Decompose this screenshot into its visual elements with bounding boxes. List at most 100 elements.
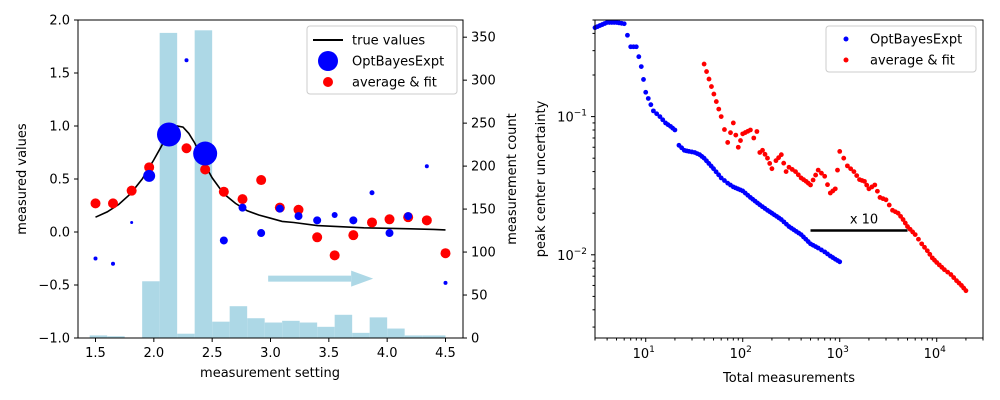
data-point (711, 91, 717, 97)
data-point (948, 272, 954, 277)
histogram-bar (317, 326, 335, 338)
optbayes-point (349, 216, 358, 225)
data-point (751, 135, 757, 141)
optbayes-point (219, 236, 228, 245)
right-x-axis-label: Total measurements (722, 371, 855, 386)
data-point (837, 148, 843, 154)
data-point (883, 197, 889, 203)
optbayes-point (369, 190, 375, 196)
data-point (844, 163, 850, 169)
series-average-fit (701, 61, 969, 294)
average-fit-points (90, 125, 451, 261)
left-x-axis-label: measurement setting (200, 366, 340, 381)
data-point (841, 155, 847, 161)
optbayes-point (193, 141, 218, 166)
average-point (181, 143, 192, 154)
data-point (813, 172, 819, 178)
true-values-curve (95, 125, 446, 231)
data-point (963, 288, 969, 294)
data-point (808, 182, 813, 188)
histogram-bar (89, 335, 108, 338)
y-tick-label: 0.0 (49, 226, 70, 241)
y2-tick-label: 50 (471, 289, 488, 304)
optbayes-point (294, 212, 303, 221)
right-x-ticks: 101 102 103 104 (594, 338, 984, 362)
data-point (795, 172, 801, 178)
y-tick-label: 1.5 (49, 67, 70, 82)
data-point (716, 106, 722, 112)
data-point (621, 21, 627, 27)
left-y-ticks: −1.0 −0.5 0.0 0.5 1.0 1.5 2.0 (38, 14, 78, 347)
data-point (854, 173, 860, 178)
histogram-bar (159, 32, 178, 338)
optbayes-point (184, 58, 189, 63)
y-tick-label: 10−1 (557, 109, 587, 126)
average-point (256, 175, 267, 186)
arrow-head (351, 270, 374, 287)
histogram-bar (299, 322, 318, 338)
optbayes-point (443, 280, 448, 285)
legend-average-label: average & fit (870, 54, 955, 69)
data-point (738, 138, 743, 143)
optbayes-point (275, 204, 284, 213)
histogram-bar (212, 321, 230, 338)
data-point (654, 111, 660, 117)
histogram-bar (422, 335, 446, 338)
data-point (636, 54, 642, 60)
data-point (900, 217, 906, 222)
average-point (312, 232, 323, 243)
data-point (922, 244, 927, 250)
optbayes-point (93, 256, 98, 261)
data-point (657, 114, 663, 119)
legend-optbayes-marker (843, 36, 849, 42)
y-tick-label: 10−2 (557, 247, 587, 264)
legend-optbayes-label: OptBayesExpt (870, 33, 962, 48)
average-point (367, 217, 377, 228)
left-legend: true values OptBayesExpt average & fit (306, 25, 458, 95)
optbayes-point (111, 261, 115, 266)
y-tick-label: 1.0 (49, 120, 70, 135)
left-legend-box (306, 25, 458, 95)
data-point (912, 232, 918, 238)
legend-average-marker (323, 77, 333, 87)
data-point (778, 152, 784, 158)
histogram-bar (264, 322, 283, 338)
x-tick-label: 104 (924, 345, 947, 362)
legend-average-marker (843, 57, 849, 63)
data-point (851, 169, 857, 174)
optbayes-point (424, 164, 429, 169)
y-tick-label: −0.5 (38, 279, 70, 294)
x-tick-label: 4.5 (435, 346, 456, 361)
average-point (440, 248, 451, 259)
average-point (348, 230, 359, 241)
x-tick-label: 103 (827, 345, 849, 362)
data-point (886, 202, 892, 208)
histogram-bar (247, 318, 265, 338)
data-point (781, 160, 787, 166)
data-point (819, 170, 824, 176)
right-chart: x 10 101 102 103 104 10−2 10−1 Total measure… (534, 19, 984, 386)
y2-tick-label: 200 (471, 160, 496, 175)
average-point (218, 186, 229, 197)
data-point (864, 182, 870, 188)
average-point (200, 164, 211, 175)
x-tick-label: 2.5 (202, 346, 223, 361)
data-point (848, 166, 854, 172)
x-tick-label: 101 (633, 345, 655, 362)
data-point (633, 44, 639, 50)
right-legend: OptBayesExpt average & fit (825, 25, 977, 73)
data-point (767, 161, 773, 166)
optbayes-point (257, 229, 266, 238)
data-point (643, 89, 649, 95)
data-point (924, 248, 930, 254)
data-point (825, 182, 830, 188)
legend-true-values-label: true values (352, 34, 425, 49)
optbayes-point (130, 220, 134, 224)
true-values-line (95, 125, 446, 231)
optbayes-point (404, 212, 413, 221)
histogram-bar (404, 335, 423, 338)
data-point (835, 167, 840, 173)
data-point (762, 151, 768, 157)
average-point (108, 198, 118, 209)
x-tick-label: 4.0 (377, 346, 398, 361)
